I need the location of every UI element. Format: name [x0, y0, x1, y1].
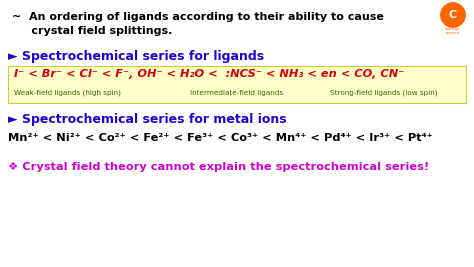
- Text: ~  An ordering of ligands according to their ability to cause: ~ An ordering of ligands according to th…: [12, 12, 384, 22]
- Text: C: C: [449, 10, 457, 20]
- Text: ► Spectrochemical series for ligands: ► Spectrochemical series for ligands: [8, 50, 264, 63]
- Circle shape: [441, 3, 465, 27]
- Text: crystal field splittings.: crystal field splittings.: [12, 26, 173, 36]
- FancyBboxPatch shape: [8, 66, 466, 103]
- Text: ► Spectrochemical series for metal ions: ► Spectrochemical series for metal ions: [8, 113, 287, 126]
- Text: Mn²⁺ < Ni²⁺ < Co²⁺ < Fe²⁺ < Fe³⁺ < Co³⁺ < Mn⁴⁺ < Pd⁴⁺ < Ir³⁺ < Pt⁴⁺: Mn²⁺ < Ni²⁺ < Co²⁺ < Fe²⁺ < Fe³⁺ < Co³⁺ …: [8, 133, 433, 143]
- Text: ❖ Crystal field theory cannot explain the spectrochemical series!: ❖ Crystal field theory cannot explain th…: [8, 162, 429, 172]
- Circle shape: [441, 3, 465, 27]
- Text: Intermediate-field ligands: Intermediate-field ligands: [190, 90, 283, 96]
- Text: college
search: college search: [445, 27, 461, 35]
- Text: Strong-field ligands (low spin): Strong-field ligands (low spin): [330, 90, 438, 96]
- Text: I⁻ < Br⁻ < Cl⁻ < F⁻, OH⁻ < H₂O <  :NCS⁻ < NH₃ < en < CO, CN⁻: I⁻ < Br⁻ < Cl⁻ < F⁻, OH⁻ < H₂O < :NCS⁻ <…: [14, 69, 404, 79]
- Circle shape: [440, 2, 466, 28]
- Text: Weak-field ligands (high spin): Weak-field ligands (high spin): [14, 90, 121, 96]
